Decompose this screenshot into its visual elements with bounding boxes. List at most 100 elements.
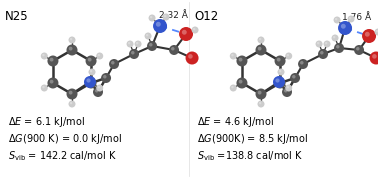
- Circle shape: [239, 80, 243, 83]
- Circle shape: [69, 91, 73, 95]
- Circle shape: [41, 85, 48, 91]
- Circle shape: [300, 61, 304, 64]
- Circle shape: [354, 45, 364, 55]
- Text: $\Delta G$(900K) = 8.5 kJ/mol: $\Delta G$(900K) = 8.5 kJ/mol: [197, 132, 308, 146]
- Circle shape: [85, 56, 96, 67]
- Circle shape: [376, 30, 378, 32]
- Circle shape: [372, 54, 377, 59]
- Circle shape: [256, 88, 266, 100]
- Circle shape: [256, 44, 266, 56]
- Circle shape: [96, 85, 103, 91]
- Circle shape: [188, 54, 193, 59]
- Circle shape: [67, 44, 77, 56]
- Circle shape: [230, 85, 237, 91]
- Circle shape: [93, 87, 103, 97]
- Circle shape: [316, 41, 322, 48]
- Circle shape: [274, 77, 285, 88]
- Circle shape: [274, 56, 285, 67]
- Circle shape: [156, 22, 161, 27]
- Circle shape: [231, 86, 234, 88]
- Circle shape: [347, 15, 355, 22]
- Circle shape: [277, 58, 280, 62]
- Circle shape: [276, 78, 280, 83]
- Circle shape: [186, 51, 198, 64]
- Circle shape: [257, 101, 265, 108]
- Circle shape: [169, 45, 179, 55]
- Circle shape: [349, 17, 352, 19]
- Circle shape: [109, 59, 119, 69]
- Circle shape: [237, 77, 248, 88]
- Text: $\Delta E$ = 4.6 kJ/mol: $\Delta E$ = 4.6 kJ/mol: [197, 115, 274, 129]
- Circle shape: [146, 34, 149, 36]
- Circle shape: [341, 24, 346, 29]
- Circle shape: [149, 43, 153, 46]
- Circle shape: [230, 53, 237, 59]
- Text: $\Delta E$ = 6.1 kJ/mol: $\Delta E$ = 6.1 kJ/mol: [8, 115, 85, 129]
- Circle shape: [258, 91, 262, 95]
- Circle shape: [163, 14, 170, 20]
- Circle shape: [332, 35, 339, 41]
- Circle shape: [101, 73, 111, 83]
- Circle shape: [338, 21, 352, 35]
- Circle shape: [164, 15, 166, 17]
- Circle shape: [88, 80, 91, 83]
- Circle shape: [362, 29, 376, 43]
- Circle shape: [42, 54, 45, 56]
- Circle shape: [231, 54, 234, 56]
- Circle shape: [259, 38, 261, 40]
- Circle shape: [85, 77, 96, 88]
- Circle shape: [333, 36, 335, 38]
- Circle shape: [324, 41, 330, 48]
- Circle shape: [277, 80, 280, 83]
- Circle shape: [90, 70, 92, 72]
- Circle shape: [87, 78, 91, 83]
- Circle shape: [149, 14, 156, 22]
- Circle shape: [287, 54, 289, 56]
- Circle shape: [48, 56, 59, 67]
- Circle shape: [84, 76, 96, 88]
- Circle shape: [290, 73, 300, 83]
- Circle shape: [136, 42, 138, 44]
- Circle shape: [48, 77, 59, 88]
- Circle shape: [193, 28, 195, 30]
- Circle shape: [284, 89, 288, 93]
- Circle shape: [88, 69, 96, 75]
- Circle shape: [50, 80, 54, 83]
- Circle shape: [144, 33, 152, 40]
- Circle shape: [285, 85, 292, 91]
- Text: 1.76 Å: 1.76 Å: [342, 13, 372, 22]
- Circle shape: [336, 45, 339, 48]
- Circle shape: [98, 86, 100, 88]
- Circle shape: [239, 58, 243, 62]
- Circle shape: [96, 53, 103, 59]
- Circle shape: [135, 41, 141, 48]
- Circle shape: [370, 51, 378, 64]
- Circle shape: [179, 27, 193, 41]
- Circle shape: [258, 47, 262, 51]
- Circle shape: [298, 59, 308, 69]
- Circle shape: [356, 47, 359, 51]
- Circle shape: [98, 54, 100, 56]
- Circle shape: [259, 102, 261, 104]
- Circle shape: [68, 101, 76, 108]
- Circle shape: [325, 42, 327, 44]
- Circle shape: [70, 102, 72, 104]
- Circle shape: [320, 51, 324, 54]
- Circle shape: [103, 75, 107, 78]
- Circle shape: [333, 17, 341, 23]
- Circle shape: [182, 30, 187, 35]
- Text: O12: O12: [194, 10, 218, 23]
- Circle shape: [292, 75, 296, 78]
- Circle shape: [285, 53, 292, 59]
- Circle shape: [95, 89, 99, 93]
- Circle shape: [317, 42, 319, 44]
- Circle shape: [365, 32, 370, 37]
- Circle shape: [192, 27, 198, 33]
- Circle shape: [111, 61, 115, 64]
- Circle shape: [171, 47, 175, 51]
- Circle shape: [257, 36, 265, 43]
- Circle shape: [153, 19, 167, 33]
- Circle shape: [68, 36, 76, 43]
- Circle shape: [150, 16, 152, 18]
- Circle shape: [279, 70, 281, 72]
